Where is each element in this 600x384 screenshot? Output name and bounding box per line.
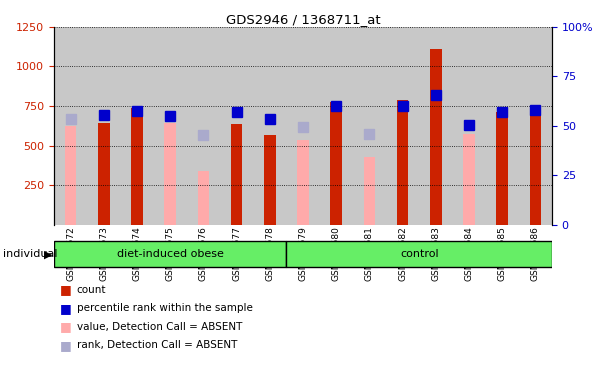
Bar (220, 27, 253, 225)
Bar (419, 27, 452, 225)
Bar (386, 27, 419, 225)
Bar (397, 101, 409, 225)
Bar (485, 27, 519, 225)
Bar (187, 27, 220, 225)
Text: count: count (77, 285, 106, 295)
Text: individual: individual (3, 249, 58, 260)
Bar (197, 171, 209, 225)
Text: ■: ■ (60, 320, 72, 333)
Bar (353, 27, 386, 225)
Bar (430, 49, 442, 225)
Bar (320, 27, 353, 225)
Bar (264, 135, 275, 225)
Title: GDS2946 / 1368711_at: GDS2946 / 1368711_at (226, 13, 380, 26)
Bar (297, 140, 309, 225)
Bar (286, 242, 552, 267)
Bar (54, 242, 286, 267)
Bar (364, 157, 375, 225)
Text: ▶: ▶ (44, 249, 52, 260)
Bar (253, 27, 286, 225)
Text: rank, Detection Call = ABSENT: rank, Detection Call = ABSENT (77, 340, 237, 350)
Bar (231, 124, 242, 225)
Bar (164, 123, 176, 225)
Bar (331, 102, 342, 225)
Bar (54, 27, 87, 225)
Text: ■: ■ (60, 302, 72, 315)
Bar (452, 27, 485, 225)
Text: control: control (400, 249, 439, 259)
Bar (98, 123, 110, 225)
Text: ■: ■ (60, 339, 72, 352)
Bar (154, 27, 187, 225)
Bar (87, 27, 121, 225)
Bar (65, 126, 76, 225)
Bar (286, 27, 320, 225)
Text: ■: ■ (60, 283, 72, 296)
Bar (463, 134, 475, 225)
Bar (519, 27, 552, 225)
Bar (496, 111, 508, 225)
Bar (121, 27, 154, 225)
Bar (530, 109, 541, 225)
Text: percentile rank within the sample: percentile rank within the sample (77, 303, 253, 313)
Text: diet-induced obese: diet-induced obese (117, 249, 224, 259)
Bar (131, 108, 143, 225)
Text: value, Detection Call = ABSENT: value, Detection Call = ABSENT (77, 322, 242, 332)
